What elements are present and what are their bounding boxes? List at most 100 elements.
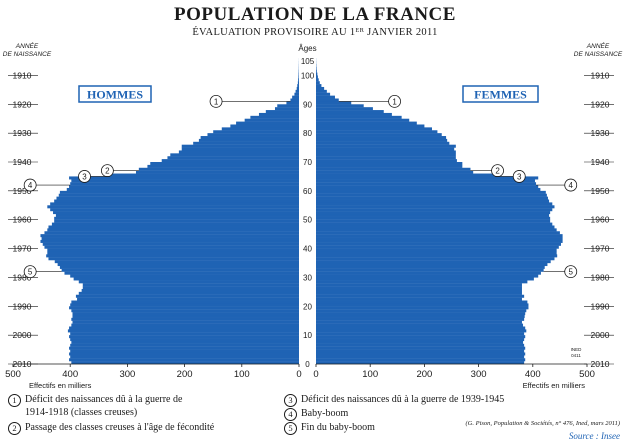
legend-item-3: 3 Déficit des naissances dû à la guerre … xyxy=(284,394,504,407)
year-tick-left-1970: 1970 xyxy=(13,244,32,254)
bar-women-age-21 xyxy=(316,300,528,304)
bar-women-age-36 xyxy=(316,257,555,261)
bar-men-age-3 xyxy=(69,352,299,356)
bar-men-age-91 xyxy=(290,98,299,102)
bar-women-age-30 xyxy=(316,274,539,278)
annotation-number-men-1: 1 xyxy=(214,97,219,106)
bar-men-age-78 xyxy=(200,136,299,140)
bar-women-age-8 xyxy=(316,338,525,342)
annotation-circle-women-1 xyxy=(388,95,401,108)
bar-women-age-25 xyxy=(316,288,522,293)
bar-men-age-62 xyxy=(70,182,299,186)
bar-men-age-77 xyxy=(198,138,299,142)
legend-text-3: Déficit des naissances dû à la guerre de… xyxy=(301,394,505,405)
bar-women-age-100 xyxy=(316,72,318,76)
bar-men-age-69 xyxy=(150,162,299,166)
bar-women-age-64 xyxy=(316,176,539,180)
bar-men-age-60 xyxy=(66,187,300,192)
bar-men-age-65 xyxy=(110,173,300,177)
bar-men-age-73 xyxy=(178,150,299,154)
year-tick-left-2000: 2000 xyxy=(13,330,32,340)
legend-text-1a: Déficit des naissances dû à la guerre de xyxy=(25,394,183,405)
year-axis-title-left-1: ANNÉE xyxy=(15,41,39,50)
bar-men-age-26 xyxy=(82,286,299,290)
bar-men-age-39 xyxy=(47,248,299,252)
age-axis-title: Âges xyxy=(298,44,316,53)
bar-men-age-84 xyxy=(244,118,299,122)
bar-women-age-5 xyxy=(316,346,526,350)
year-tick-right-1910: 1910 xyxy=(591,70,610,80)
bar-women-age-23 xyxy=(316,294,525,298)
bar-women-age-33 xyxy=(316,265,545,269)
year-tick-right-2010: 2010 xyxy=(591,359,610,369)
x-tick-label-women-100: 100 xyxy=(362,369,378,380)
bar-men-age-31 xyxy=(64,271,299,275)
bar-women-age-14 xyxy=(316,320,522,324)
x-axis-title-men: Effectifs en milliers xyxy=(29,381,92,390)
bar-men-age-13 xyxy=(71,323,299,327)
year-tick-right-1920: 1920 xyxy=(591,99,610,109)
bar-women-age-66 xyxy=(316,170,474,174)
bar-men-age-98 xyxy=(298,78,299,82)
bar-men-age-59 xyxy=(59,190,300,194)
bar-men-age-14 xyxy=(72,320,300,324)
x-tick-label-men-300: 300 xyxy=(119,369,135,380)
bar-men-age-18 xyxy=(71,309,299,313)
legend-item-1-continued: 1914-1918 (classes creuses) xyxy=(25,407,137,419)
bar-women-age-31 xyxy=(316,271,541,275)
legend-number-1: 1 xyxy=(8,394,21,407)
bar-women-age-39 xyxy=(316,248,557,252)
bar-women-age-22 xyxy=(316,297,522,301)
year-axis-title-left-2: DE NAISSANCE xyxy=(3,51,52,58)
year-tick-left-1990: 1990 xyxy=(13,301,32,311)
bar-men-age-46 xyxy=(47,228,299,232)
bar-women-age-52 xyxy=(316,211,551,215)
bar-men-age-49 xyxy=(54,219,300,223)
bar-men-age-27 xyxy=(82,283,299,287)
bar-men-age-63 xyxy=(71,179,299,183)
annotation-circle-women-4 xyxy=(564,178,578,192)
age-tick-0: 0 xyxy=(305,360,310,369)
bar-men-age-88 xyxy=(274,107,299,111)
x-tick-label-women-500: 500 xyxy=(579,369,595,380)
bar-women-age-78 xyxy=(316,136,447,140)
annotation-number-women-4: 4 xyxy=(569,181,574,190)
bar-women-age-15 xyxy=(316,317,525,321)
bar-men-age-56 xyxy=(54,199,300,203)
bar-women-age-41 xyxy=(316,242,561,246)
age-tick-80: 80 xyxy=(303,129,312,138)
bar-women-age-13 xyxy=(316,323,524,327)
bar-men-age-70 xyxy=(161,159,299,163)
bar-women-age-73 xyxy=(316,150,456,154)
legend-number-2: 2 xyxy=(8,422,21,435)
bar-men-age-41 xyxy=(42,242,300,246)
bar-men-age-96 xyxy=(297,84,299,88)
bar-men-age-22 xyxy=(77,297,299,301)
bar-men-age-71 xyxy=(167,156,299,160)
age-tick-105: 105 xyxy=(301,57,315,66)
bar-women-age-44 xyxy=(316,234,563,238)
bar-men-age-80 xyxy=(213,130,299,134)
legend-number-4: 4 xyxy=(284,408,297,421)
bar-men-age-93 xyxy=(294,92,299,96)
bar-women-age-70 xyxy=(316,159,457,163)
bar-men-age-85 xyxy=(250,115,299,119)
annotation-number-men-4: 4 xyxy=(28,181,33,190)
year-tick-right-1960: 1960 xyxy=(591,215,610,225)
bar-men-age-42 xyxy=(40,239,300,243)
annotation-number-men-3: 3 xyxy=(82,172,87,181)
legend-text-5: Fin du baby-boom xyxy=(301,422,375,433)
corner-note-2: 0411 xyxy=(571,353,581,358)
x-tick-label-men-0: 0 xyxy=(296,369,301,380)
legend-item-5: 5 Fin du baby-boom xyxy=(284,422,375,435)
bar-women-age-74 xyxy=(316,147,455,151)
bar-women-age-69 xyxy=(316,162,463,166)
bar-men-age-92 xyxy=(292,95,299,99)
annotation-number-men-2: 2 xyxy=(105,167,110,176)
bar-women-age-63 xyxy=(316,179,535,183)
age-tick-90: 90 xyxy=(303,100,312,109)
bar-women-age-6 xyxy=(316,343,525,347)
chart-title: POPULATION DE LA FRANCE xyxy=(174,4,456,25)
bar-women-age-46 xyxy=(316,228,557,232)
